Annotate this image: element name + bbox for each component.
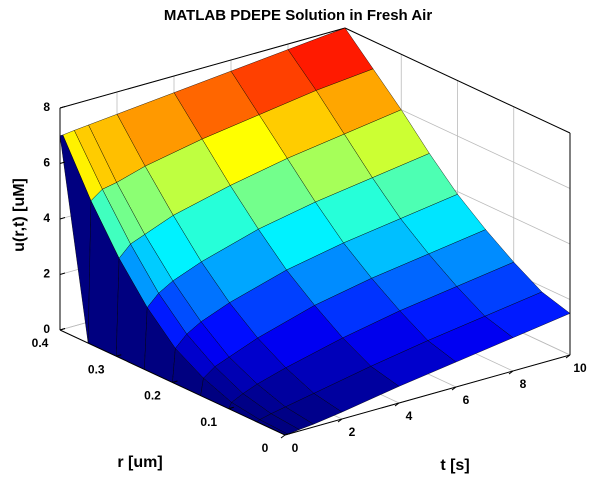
y-tick-label: 0.3 — [88, 362, 105, 376]
z-tick-label: 2 — [43, 267, 50, 281]
y-tick-label: 0.4 — [32, 336, 49, 350]
tick-mark — [394, 402, 400, 407]
tick-mark — [116, 354, 122, 357]
x-tick-label: 2 — [349, 425, 356, 439]
y-axis-label: r [um] — [117, 454, 162, 471]
z-tick-label: 0 — [43, 322, 50, 336]
tick-mark — [172, 380, 178, 383]
x-tick-label: 4 — [406, 409, 413, 423]
z-tick-label: 6 — [43, 156, 50, 170]
tick-mark — [59, 161, 66, 164]
axis-box — [344, 27, 571, 134]
z-tick-label: 8 — [43, 100, 50, 114]
z-axis-label: u(r,t) [uM] — [11, 178, 28, 252]
x-axis-line — [284, 354, 571, 436]
x-tick-label: 10 — [573, 361, 587, 375]
tick-mark — [59, 328, 66, 331]
tick-mark — [508, 370, 514, 375]
x-tick-label: 6 — [463, 393, 470, 407]
axis-box — [59, 27, 346, 109]
z-tick-label: 4 — [43, 211, 50, 225]
tick-mark — [337, 418, 343, 423]
tick-mark — [59, 272, 66, 275]
tick-mark — [59, 106, 66, 109]
chart-title: MATLAB PDEPE Solution in Fresh Air — [164, 7, 433, 24]
tick-mark — [59, 217, 66, 220]
x-tick-label: 0 — [292, 441, 299, 455]
tick-mark — [565, 354, 571, 359]
tick-mark — [451, 386, 457, 391]
tick-mark — [228, 406, 234, 410]
tick-mark — [280, 434, 286, 439]
y-tick-label: 0 — [262, 441, 269, 455]
y-tick-label: 0.1 — [200, 415, 217, 429]
x-tick-label: 8 — [520, 377, 527, 391]
x-axis-label: t [s] — [440, 457, 469, 474]
tick-mark — [284, 433, 291, 436]
y-tick-label: 0.2 — [144, 389, 161, 403]
